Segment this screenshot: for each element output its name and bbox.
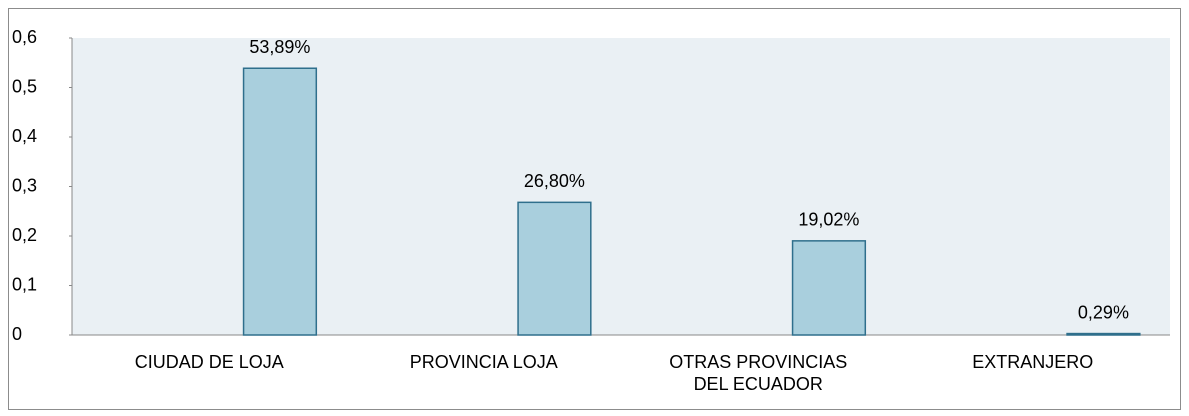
y-tick-label: 0 — [12, 324, 22, 344]
y-tick-label: 0,3 — [12, 175, 37, 195]
bar — [517, 201, 592, 336]
y-tick-label: 0,1 — [12, 274, 37, 294]
plot-area — [72, 38, 1170, 335]
x-tick-label: PROVINCIA LOJA — [410, 352, 558, 372]
value-label: 19,02% — [798, 210, 859, 230]
value-label: 26,80% — [524, 171, 585, 191]
x-tick-label: EXTRANJERO — [972, 352, 1093, 372]
y-tick-label: 0,6 — [12, 27, 37, 47]
y-tick-label: 0,2 — [12, 225, 37, 245]
bar — [242, 67, 318, 336]
value-label: 53,89% — [249, 37, 310, 57]
y-tick-label: 0,5 — [12, 76, 37, 96]
x-tick-label: OTRAS PROVINCIAS DEL ECUADOR — [669, 352, 847, 394]
bar — [791, 240, 867, 336]
bar — [1066, 332, 1141, 336]
y-tick-label: 0,4 — [12, 126, 37, 146]
value-label: 0,29% — [1078, 302, 1129, 322]
x-tick-label: CIUDAD DE LOJA — [135, 352, 284, 372]
